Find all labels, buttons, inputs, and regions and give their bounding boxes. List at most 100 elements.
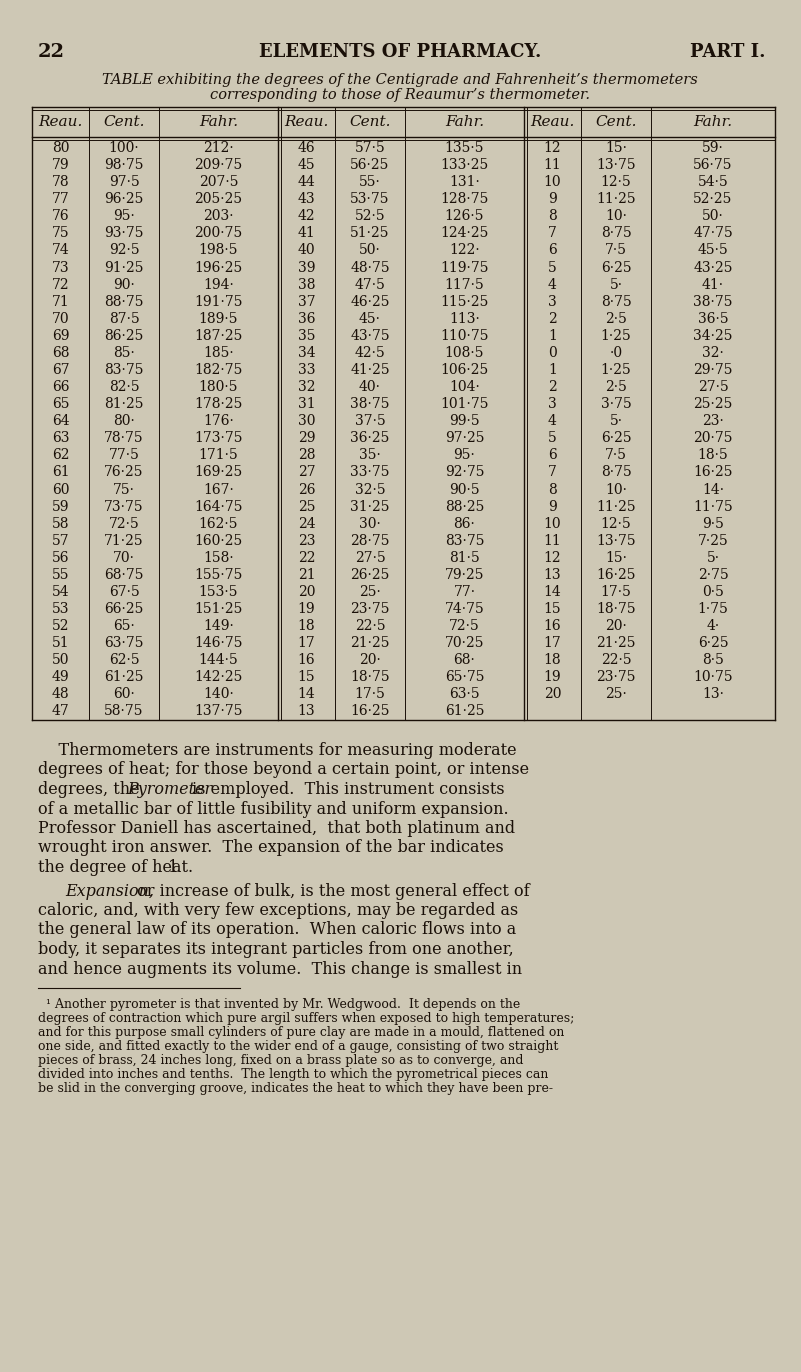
Text: 36: 36 bbox=[298, 311, 316, 325]
Text: Pyrometer: Pyrometer bbox=[127, 781, 212, 799]
Text: 117·5: 117·5 bbox=[445, 277, 485, 292]
Text: 92·5: 92·5 bbox=[109, 243, 139, 258]
Text: Cent.: Cent. bbox=[595, 115, 637, 129]
Text: 68·: 68· bbox=[453, 653, 476, 667]
Text: 23·75: 23·75 bbox=[596, 671, 636, 685]
Text: 149·: 149· bbox=[203, 619, 234, 632]
Text: 38·75: 38·75 bbox=[350, 397, 390, 412]
Text: 58: 58 bbox=[52, 517, 69, 531]
Text: 56·75: 56·75 bbox=[693, 158, 733, 172]
Text: 70·: 70· bbox=[113, 550, 135, 565]
Text: Cent.: Cent. bbox=[103, 115, 145, 129]
Text: 22·5: 22·5 bbox=[355, 619, 385, 632]
Text: 67: 67 bbox=[52, 364, 70, 377]
Text: 27·5: 27·5 bbox=[698, 380, 728, 394]
Text: Professor Daniell has ascertained,  that both platinum and: Professor Daniell has ascertained, that … bbox=[38, 820, 515, 837]
Text: 81·5: 81·5 bbox=[449, 550, 480, 565]
Text: 25·25: 25·25 bbox=[694, 397, 733, 412]
Text: 6·25: 6·25 bbox=[601, 431, 631, 446]
Text: 41·25: 41·25 bbox=[350, 364, 390, 377]
Text: 7·5: 7·5 bbox=[605, 449, 627, 462]
Text: 182·75: 182·75 bbox=[195, 364, 243, 377]
Text: 58·75: 58·75 bbox=[104, 704, 143, 719]
Text: 79·25: 79·25 bbox=[445, 568, 485, 582]
Text: 7·25: 7·25 bbox=[698, 534, 728, 547]
Text: 187·25: 187·25 bbox=[195, 329, 243, 343]
Text: 71: 71 bbox=[51, 295, 70, 309]
Text: 92·75: 92·75 bbox=[445, 465, 485, 479]
Text: 13: 13 bbox=[298, 704, 316, 719]
Text: 6: 6 bbox=[548, 449, 557, 462]
Text: 52: 52 bbox=[52, 619, 69, 632]
Text: 72·5: 72·5 bbox=[109, 517, 139, 531]
Text: 38: 38 bbox=[298, 277, 316, 292]
Text: 76·25: 76·25 bbox=[104, 465, 143, 479]
Text: 2: 2 bbox=[548, 380, 557, 394]
Text: 207·5: 207·5 bbox=[199, 176, 238, 189]
Text: Fahr.: Fahr. bbox=[694, 115, 733, 129]
Text: 171·5: 171·5 bbox=[199, 449, 239, 462]
Text: 146·75: 146·75 bbox=[195, 637, 243, 650]
Text: ¹ Another pyrometer is that invented by Mr. Wedgwood.  It depends on the: ¹ Another pyrometer is that invented by … bbox=[38, 997, 521, 1011]
Text: 62: 62 bbox=[52, 449, 69, 462]
Text: 32·5: 32·5 bbox=[355, 483, 385, 497]
Text: 21·25: 21·25 bbox=[596, 637, 636, 650]
Text: 11: 11 bbox=[544, 158, 562, 172]
Text: 113·: 113· bbox=[449, 311, 480, 325]
Text: 7: 7 bbox=[548, 465, 557, 479]
Text: 16: 16 bbox=[544, 619, 562, 632]
Text: 5·: 5· bbox=[610, 414, 622, 428]
Text: caloric, and, with very few exceptions, may be regarded as: caloric, and, with very few exceptions, … bbox=[38, 901, 518, 919]
Text: divided into inches and tenths.  The length to which the pyrometrical pieces can: divided into inches and tenths. The leng… bbox=[38, 1067, 549, 1081]
Text: 20·75: 20·75 bbox=[693, 431, 733, 446]
Text: 52·25: 52·25 bbox=[694, 192, 733, 206]
Text: 1: 1 bbox=[548, 329, 557, 343]
Text: 45·: 45· bbox=[359, 311, 381, 325]
Text: 2·75: 2·75 bbox=[698, 568, 728, 582]
Text: 53·75: 53·75 bbox=[350, 192, 390, 206]
Text: degrees, the: degrees, the bbox=[38, 781, 145, 799]
Text: 72·5: 72·5 bbox=[449, 619, 480, 632]
Text: 42: 42 bbox=[298, 210, 316, 224]
Text: 110·75: 110·75 bbox=[441, 329, 489, 343]
Text: 52·5: 52·5 bbox=[355, 210, 385, 224]
Text: 78·75: 78·75 bbox=[104, 431, 144, 446]
Text: 46: 46 bbox=[298, 141, 316, 155]
Text: 209·75: 209·75 bbox=[195, 158, 243, 172]
Text: 71·25: 71·25 bbox=[104, 534, 144, 547]
Text: 26: 26 bbox=[298, 483, 316, 497]
Text: 128·75: 128·75 bbox=[441, 192, 489, 206]
Text: 151·25: 151·25 bbox=[195, 602, 243, 616]
Text: 68·75: 68·75 bbox=[104, 568, 143, 582]
Text: 19: 19 bbox=[298, 602, 316, 616]
Text: 99·5: 99·5 bbox=[449, 414, 480, 428]
Text: Fahr.: Fahr. bbox=[199, 115, 238, 129]
Text: 15·: 15· bbox=[605, 550, 627, 565]
Text: Cent.: Cent. bbox=[349, 115, 391, 129]
Text: 2·5: 2·5 bbox=[605, 380, 627, 394]
Text: 100·: 100· bbox=[109, 141, 139, 155]
Text: 85·: 85· bbox=[113, 346, 135, 359]
Text: 34: 34 bbox=[298, 346, 316, 359]
Text: 3: 3 bbox=[548, 397, 557, 412]
Text: 22: 22 bbox=[38, 43, 65, 60]
Text: 50: 50 bbox=[52, 653, 69, 667]
Text: Expansion,: Expansion, bbox=[66, 882, 155, 900]
Text: 55·: 55· bbox=[359, 176, 381, 189]
Text: 88·75: 88·75 bbox=[104, 295, 143, 309]
Text: 32·: 32· bbox=[702, 346, 724, 359]
Text: 60·: 60· bbox=[113, 687, 135, 701]
Text: 191·75: 191·75 bbox=[195, 295, 243, 309]
Text: 200·75: 200·75 bbox=[195, 226, 243, 240]
Text: 81·25: 81·25 bbox=[104, 397, 143, 412]
Text: 178·25: 178·25 bbox=[195, 397, 243, 412]
Text: 15·: 15· bbox=[605, 141, 627, 155]
Text: 11·25: 11·25 bbox=[596, 499, 636, 513]
Text: 36·5: 36·5 bbox=[698, 311, 728, 325]
Text: 28·75: 28·75 bbox=[350, 534, 390, 547]
Text: 5·: 5· bbox=[706, 550, 719, 565]
Text: 189·5: 189·5 bbox=[199, 311, 238, 325]
Text: 90·: 90· bbox=[113, 277, 135, 292]
Text: 17·5: 17·5 bbox=[601, 584, 631, 600]
Text: 76: 76 bbox=[52, 210, 70, 224]
